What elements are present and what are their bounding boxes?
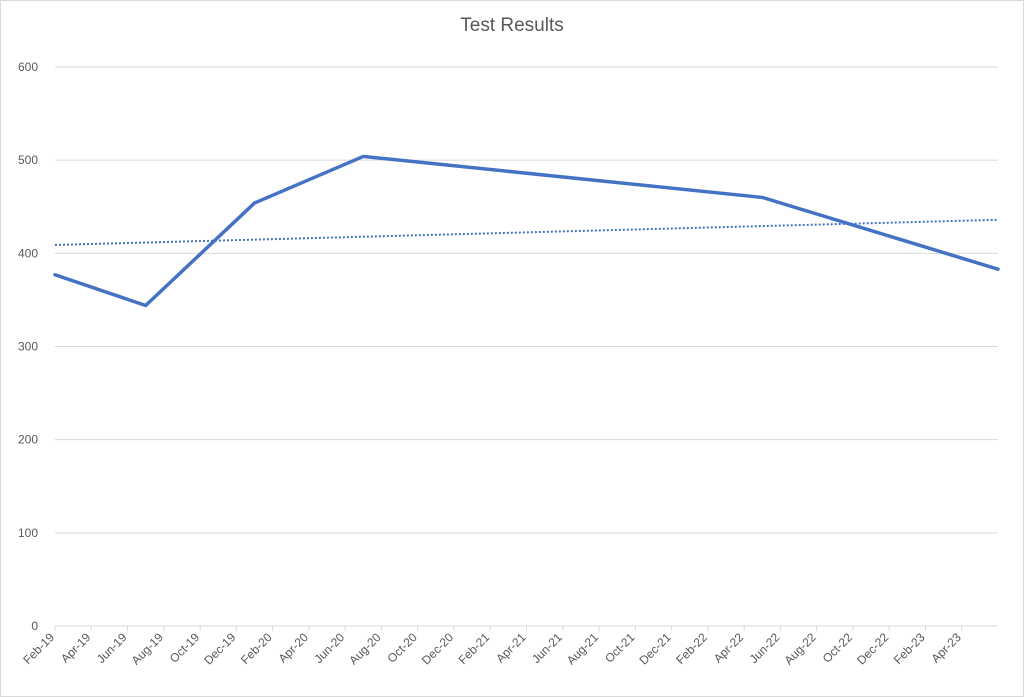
- y-tick-label: 500: [18, 153, 38, 167]
- chart-title: Test Results: [460, 15, 563, 36]
- y-tick-label: 300: [18, 340, 38, 354]
- trendline: [54, 218, 999, 246]
- y-tick-label: 600: [18, 60, 38, 74]
- data-line: [53, 154, 1000, 308]
- y-tick-label: 400: [18, 246, 38, 260]
- y-tick-label: 200: [18, 433, 38, 447]
- y-tick-label: 100: [18, 526, 38, 540]
- y-tick-label: 0: [31, 619, 38, 633]
